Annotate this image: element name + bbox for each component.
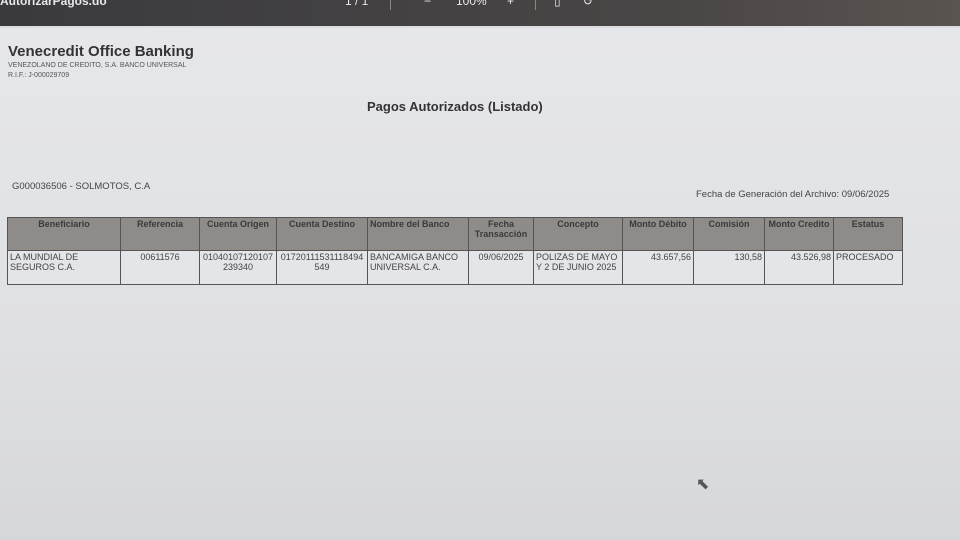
col-header: Monto Credito (764, 217, 834, 251)
report-title: Pagos Autorizados (Listado) (367, 99, 543, 114)
zoom-in-button[interactable]: + (507, 0, 515, 8)
col-header: Nombre del Banco (367, 217, 469, 251)
cell-monto-credito: 43.526,98 (764, 250, 834, 285)
cell-concepto: POLIZAS DE MAYO Y 2 DE JUNIO 2025 (533, 250, 623, 285)
page-indicator[interactable]: 1 / 1 (345, 0, 369, 8)
col-header: Cuenta Destino (276, 217, 368, 251)
cell-monto-debito: 43.657,56 (622, 250, 694, 285)
divider (535, 0, 536, 10)
zoom-level[interactable]: 100% (456, 0, 487, 8)
col-header: Monto Débito (622, 217, 694, 251)
col-header: Estatus (833, 217, 903, 251)
cell-fecha: 09/06/2025 (468, 250, 534, 285)
cell-cuenta-destino: 01720111531118494549 (276, 250, 368, 285)
cell-banco: BANCAMIGA BANCO UNIVERSAL C.A. (367, 250, 469, 285)
col-header: Referencia (120, 217, 200, 251)
bank-name: Venecredit Office Banking (8, 43, 194, 60)
zoom-out-button[interactable]: − (424, 0, 432, 8)
cell-estatus: PROCESADO (833, 250, 903, 285)
generation-date: Fecha de Generación del Archivo: 09/06/2… (696, 189, 890, 200)
cell-cuenta-origen: 01040107120107239340 (199, 250, 277, 285)
col-header: Beneficiario (7, 217, 121, 251)
payments-table: Beneficiario Referencia Cuenta Origen Cu… (7, 217, 903, 285)
cell-referencia: 00611576 (120, 250, 200, 285)
bank-legal-name: VENEZOLANO DE CREDITO, S.A. BANCO UNIVER… (8, 62, 187, 69)
pdf-toolbar: AutorizarPagos.do 1 / 1 − 100% + ▯ ↺ (0, 0, 960, 26)
cell-comision: 130,58 (693, 250, 765, 285)
bank-rif: R.I.F.: J-000029709 (8, 72, 70, 79)
mouse-cursor-icon: ⬉ (696, 476, 710, 493)
col-header: Concepto (533, 217, 623, 251)
client-id: G000036506 - SOLMOTOS, C.A (12, 181, 151, 192)
divider (390, 0, 391, 10)
col-header: Fecha Transacción (468, 217, 534, 251)
col-header: Cuenta Origen (199, 217, 277, 251)
document-title: AutorizarPagos.do (0, 0, 107, 8)
col-header: Comisión (693, 217, 765, 251)
table-row: LA MUNDIAL DE SEGUROS C.A. 00611576 0104… (7, 250, 903, 285)
cell-beneficiario: LA MUNDIAL DE SEGUROS C.A. (7, 250, 121, 285)
fit-page-icon[interactable]: ▯ (554, 0, 561, 8)
rotate-icon[interactable]: ↺ (583, 0, 594, 8)
table-header: Beneficiario Referencia Cuenta Origen Cu… (7, 217, 903, 251)
